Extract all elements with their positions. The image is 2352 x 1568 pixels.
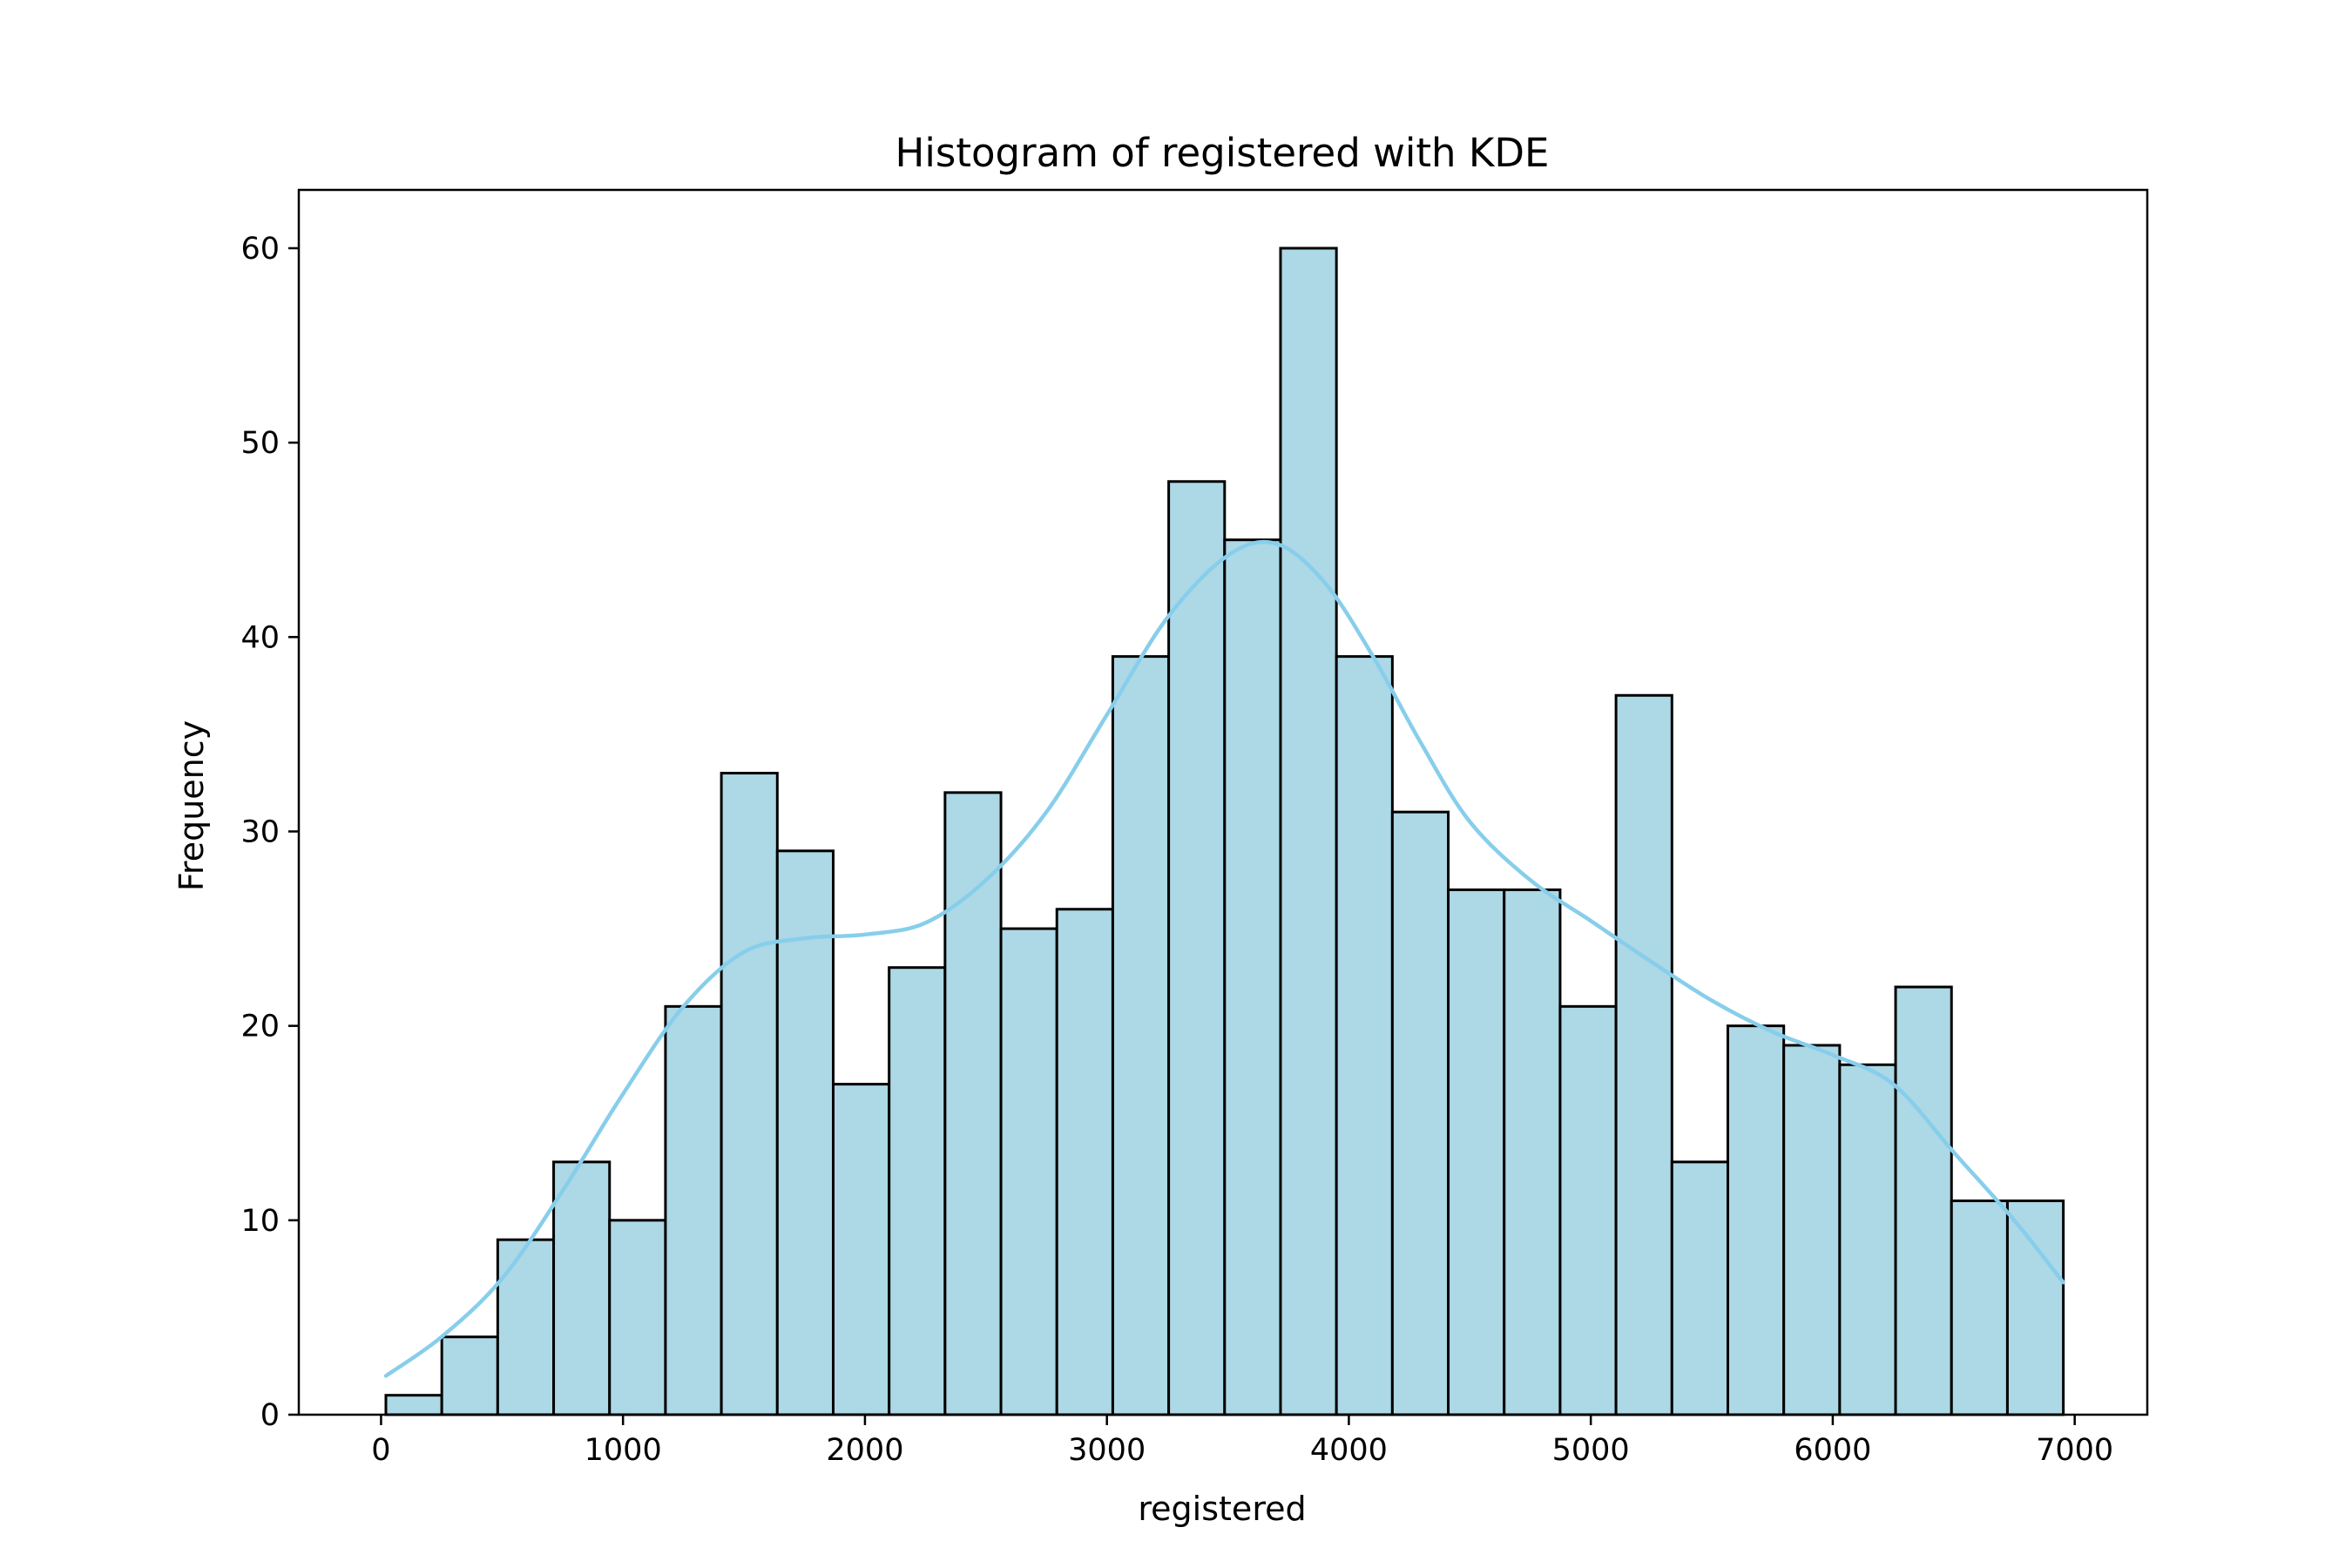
histogram-bar (1111, 655, 1171, 1416)
y-axis-ticks: 0 10 20 30 40 50 60 (240, 232, 299, 1433)
histogram-bar (1838, 1063, 1897, 1416)
histogram-bar (775, 849, 835, 1416)
histogram-bar (664, 1004, 723, 1416)
histogram-bar (943, 791, 1003, 1416)
histogram-bar (831, 1083, 891, 1416)
x-tick-label: 0 (371, 1433, 390, 1468)
histogram-bar (552, 1160, 612, 1416)
chart-title: Histogram of registered with KDE (896, 130, 1550, 176)
y-tick-label: 50 (240, 426, 280, 461)
histogram-bar (1167, 480, 1227, 1416)
histogram-bar (999, 927, 1058, 1416)
histogram-bar (496, 1238, 556, 1416)
histogram-bar (440, 1335, 499, 1416)
x-tick-label: 7000 (2036, 1433, 2113, 1468)
histogram-bar (1503, 888, 1562, 1416)
histogram-bar (1335, 655, 1394, 1416)
y-tick-label: 60 (240, 232, 280, 267)
y-tick-label: 10 (240, 1204, 280, 1239)
histogram-bar (1950, 1200, 2009, 1416)
histogram-bar (1782, 1044, 1842, 1416)
x-axis-label: registered (1138, 1490, 1306, 1528)
y-tick-label: 30 (240, 814, 280, 849)
kde-line (383, 539, 2065, 1378)
histogram-bar (2005, 1200, 2065, 1416)
x-axis-ticks: 0 1000 2000 3000 4000 5000 6000 7000 (371, 1415, 2113, 1468)
plot-area-frame (297, 188, 2149, 1416)
y-axis-label: Frequency (172, 720, 211, 891)
histogram-bar (1055, 908, 1114, 1416)
x-tick-label: 4000 (1310, 1433, 1388, 1468)
x-tick-label: 1000 (585, 1433, 662, 1468)
histogram-bar (1447, 888, 1506, 1416)
histogram-bar (1223, 538, 1282, 1416)
histogram-bar (720, 772, 779, 1416)
histogram-bar (1558, 1004, 1618, 1416)
x-tick-label: 6000 (1794, 1433, 1871, 1468)
bar-group (384, 247, 2065, 1416)
x-tick-label: 2000 (826, 1433, 903, 1468)
x-tick-label: 3000 (1068, 1433, 1146, 1468)
y-tick-label: 0 (260, 1398, 280, 1433)
x-tick-label: 5000 (1552, 1433, 1630, 1468)
histogram-bar (608, 1219, 667, 1416)
histogram-bar (1670, 1160, 1729, 1416)
histogram-bar (1390, 810, 1450, 1416)
histogram-bar (1894, 985, 1953, 1416)
histogram-bar (384, 1394, 443, 1416)
y-tick-label: 20 (240, 1010, 280, 1044)
y-tick-label: 40 (240, 620, 280, 655)
histogram-bar (1614, 693, 1673, 1416)
histogram-bar (888, 966, 947, 1416)
histogram-bar (1726, 1024, 1786, 1416)
histogram-bar (1279, 247, 1338, 1416)
